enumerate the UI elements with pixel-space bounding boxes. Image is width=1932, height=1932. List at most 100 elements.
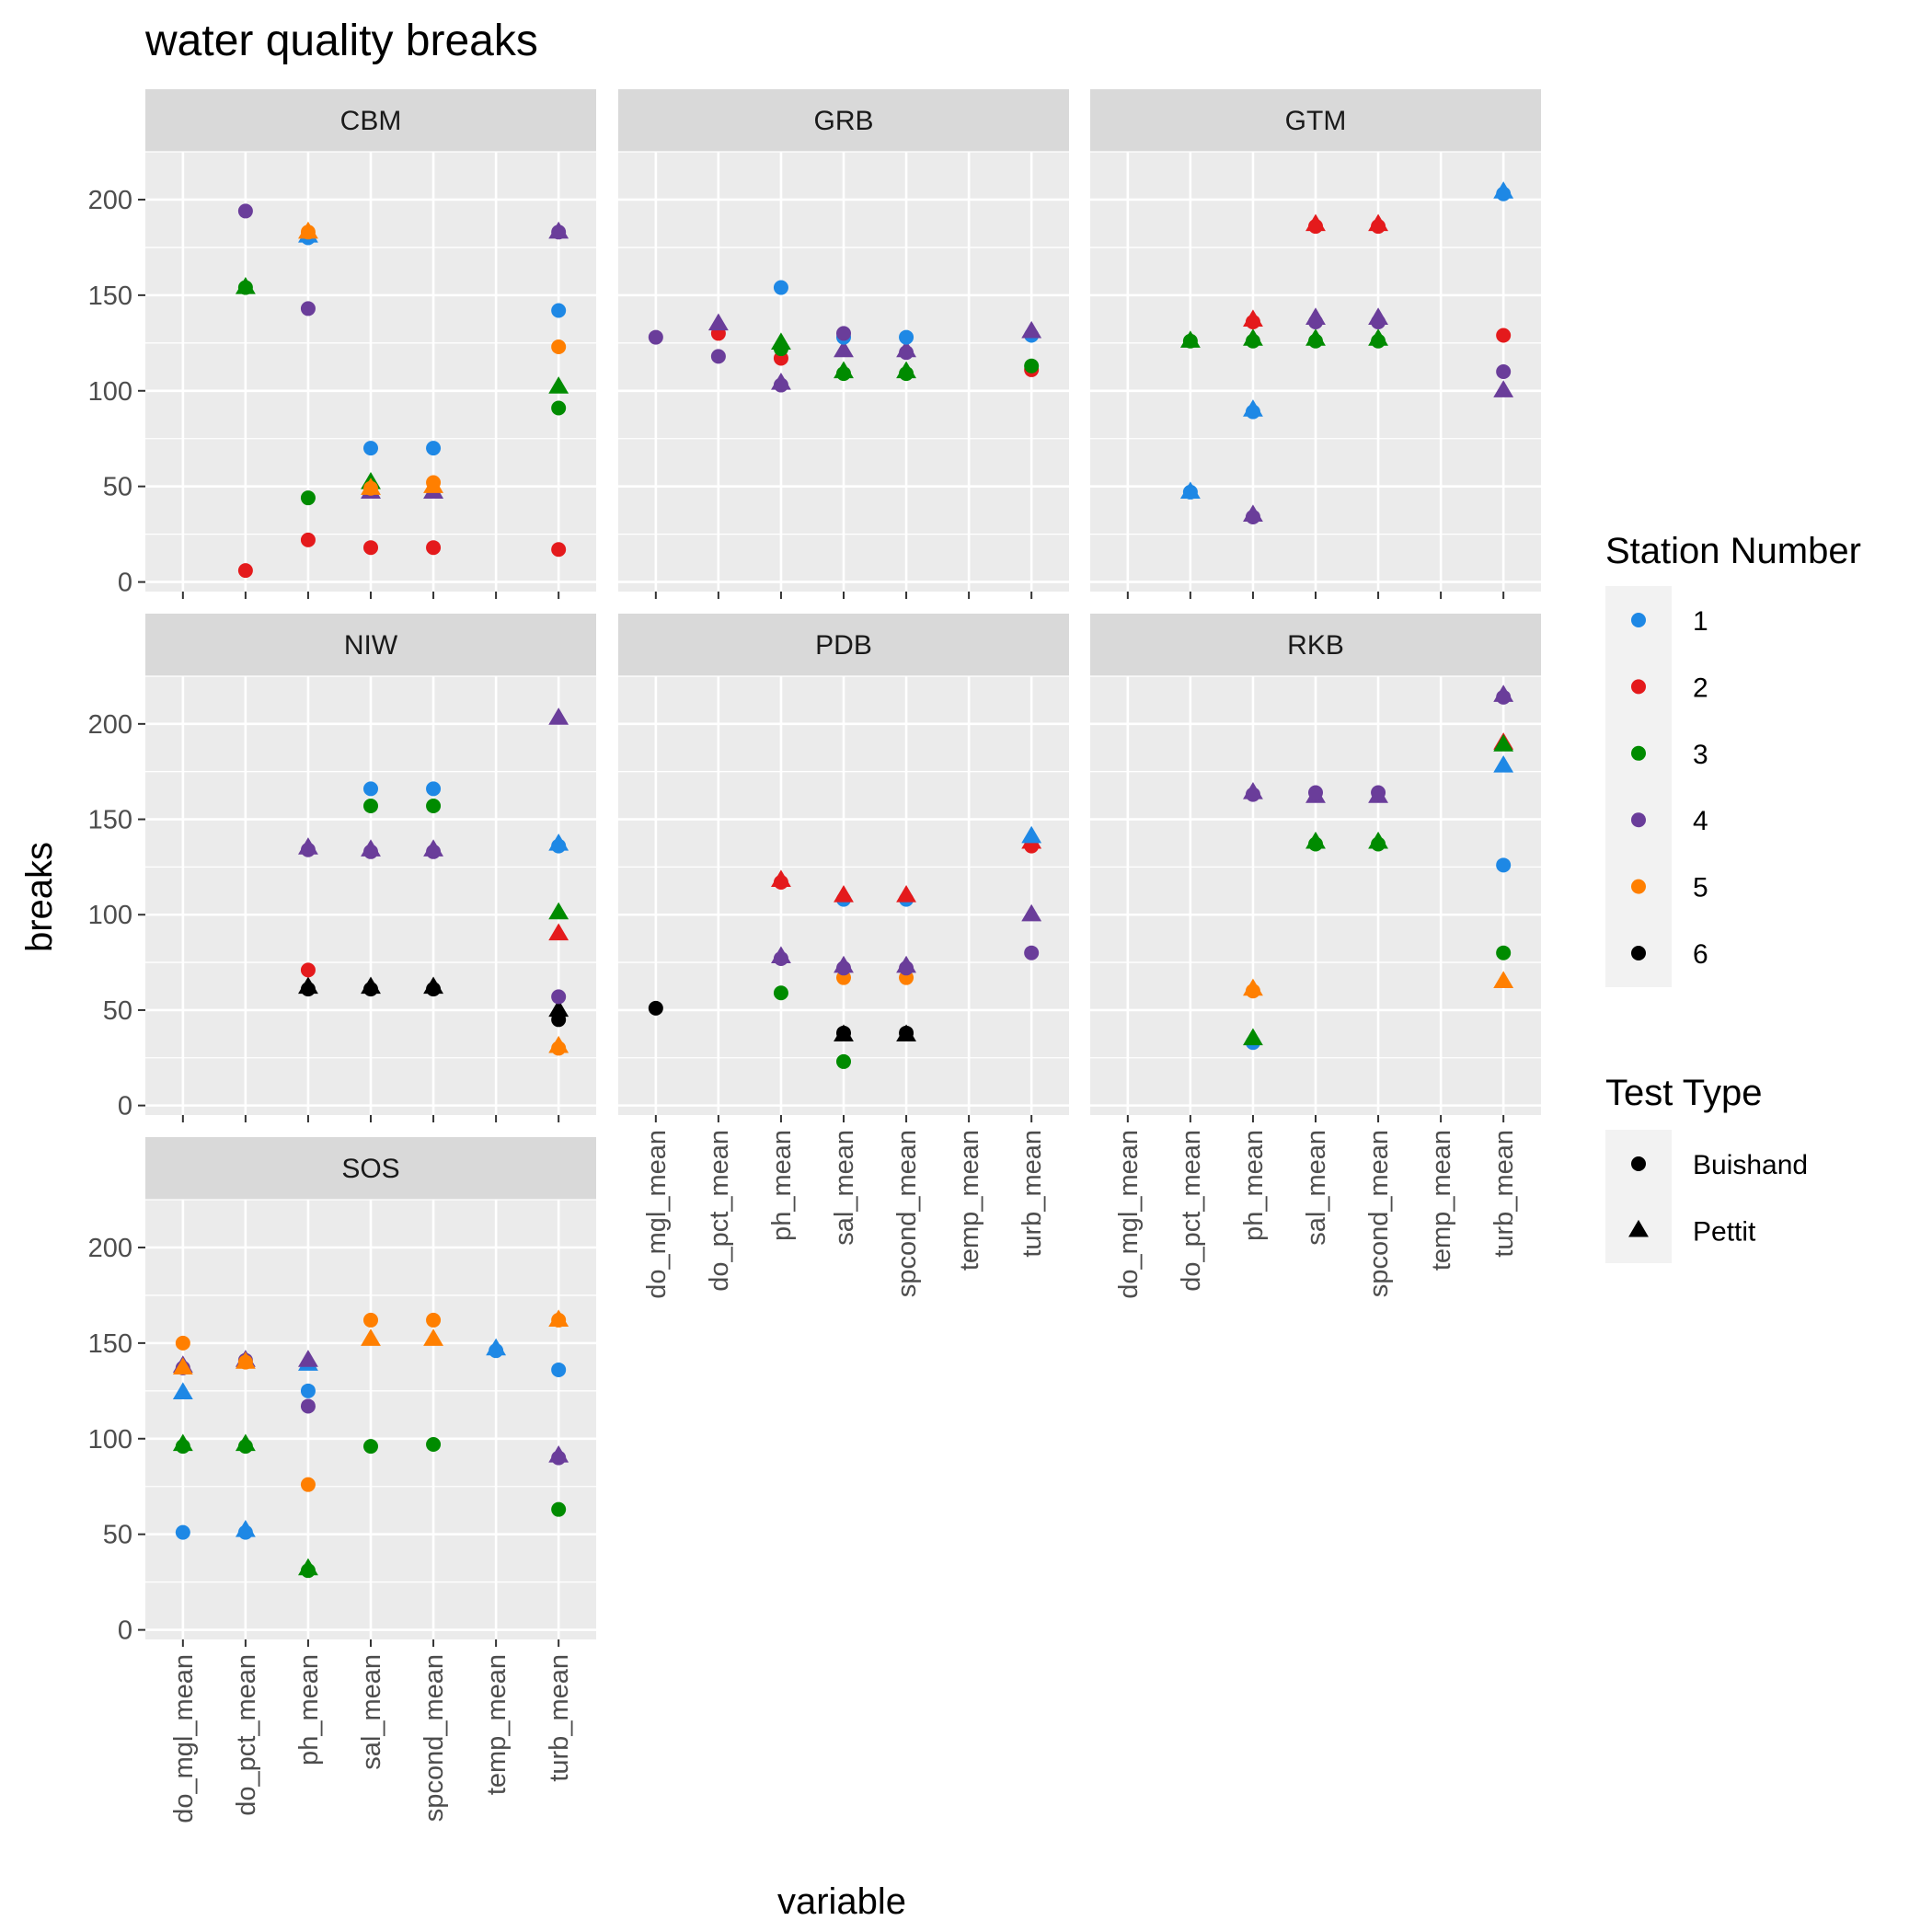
point-circle (1496, 328, 1512, 343)
y-tick-label: 150 (88, 1329, 132, 1359)
test-legend-title: Test Type (1605, 1073, 1762, 1113)
point-circle (551, 303, 567, 318)
legend-key-circle (1631, 1156, 1646, 1171)
facet-strip (145, 614, 596, 676)
y-tick-label: 150 (88, 282, 132, 311)
point-circle (363, 799, 378, 814)
point-circle (1182, 333, 1198, 349)
point-triangle (1368, 213, 1388, 232)
point-circle (1024, 945, 1040, 960)
point-triangle (1021, 825, 1042, 844)
x-tick-label: do_mgl_mean (169, 1654, 199, 1823)
point-circle (426, 1312, 442, 1328)
point-triangle (771, 372, 791, 390)
facet-strip-label: CBM (340, 106, 402, 136)
point-circle (551, 989, 567, 1005)
points (298, 707, 569, 1056)
point-circle (426, 799, 442, 814)
panel-rkb: RKB do_mgl_mean do_pct_mean ph_mean sal_mean… (1090, 614, 1541, 1299)
x-tick-label: do_mgl_mean (642, 1130, 672, 1299)
point-triangle (548, 923, 569, 941)
legend-key-station (1631, 745, 1646, 761)
point-circle (363, 441, 378, 456)
point-triangle (1368, 328, 1388, 346)
facet-strip-label: NIW (344, 630, 398, 661)
x-tick-label: turb_mean (1489, 1130, 1519, 1258)
station-legend-title: Station Number (1605, 531, 1861, 571)
panel-cbm: CBM 0 50 100 150 200 (88, 89, 596, 599)
y-tick-label: 200 (88, 710, 132, 740)
legend-key-station (1631, 812, 1646, 828)
x-tick-label: temp_mean (955, 1130, 984, 1271)
legend-key-triangle (1628, 1219, 1649, 1237)
facet-strip-label: SOS (341, 1154, 399, 1184)
y-tick-label: 200 (88, 1234, 132, 1263)
point-triangle (771, 869, 791, 888)
point-circle (175, 1524, 190, 1540)
point-triangle (1021, 903, 1042, 922)
point-triangle (1243, 399, 1263, 417)
point-triangle (298, 1558, 318, 1576)
y-tick-label: 0 (118, 569, 132, 598)
x-tick-label: sal_mean (830, 1130, 859, 1246)
point-circle (1496, 364, 1512, 379)
point-circle (1308, 785, 1323, 800)
legend-label-station: 4 (1693, 806, 1708, 836)
point-triangle (1493, 380, 1514, 397)
point-triangle (896, 339, 916, 358)
legend-label-station: 2 (1693, 673, 1708, 703)
x-tick-label: spcond_mean (420, 1654, 449, 1822)
legend-key-station (1631, 679, 1646, 695)
x-tick-label: turb_mean (545, 1654, 574, 1782)
point-triangle (1305, 328, 1326, 346)
legend-key-background (1605, 586, 1672, 987)
point-triangle (361, 976, 381, 995)
legend-key-station (1631, 946, 1646, 960)
point-triangle (834, 339, 854, 358)
point-triangle (1368, 307, 1388, 325)
facet-strip (145, 1137, 596, 1200)
y-tick-label: 150 (88, 806, 132, 835)
point-triangle (771, 332, 791, 350)
x-tick-label: do_mgl_mean (1114, 1130, 1144, 1299)
point-triangle (548, 707, 569, 725)
point-circle (300, 490, 316, 506)
point-circle (426, 1437, 442, 1453)
point-circle (300, 1477, 316, 1492)
x-tick-label: spcond_mean (892, 1130, 922, 1297)
panel-grb: GRB (618, 89, 1069, 599)
point-triangle (1243, 504, 1263, 522)
point-triangle (298, 1350, 318, 1367)
point-circle (300, 532, 316, 547)
points (648, 825, 1042, 1069)
point-triangle (707, 313, 729, 331)
point-triangle (1243, 978, 1263, 996)
y-tick-label: 50 (103, 1521, 132, 1550)
point-triangle (423, 476, 443, 493)
point-circle (899, 1025, 914, 1041)
x-tick-label: sal_mean (357, 1654, 386, 1770)
point-triangle (896, 885, 916, 903)
facet-strip (1090, 614, 1541, 676)
point-circle (551, 1501, 567, 1517)
panel-niw: NIW 0 50 100 150 200 (88, 614, 596, 1122)
point-triangle (771, 946, 791, 963)
x-tick-label: temp_mean (482, 1654, 512, 1795)
facet-strip (618, 89, 1069, 152)
point-circle (300, 301, 316, 316)
point-triangle (1493, 684, 1514, 702)
x-tick-label: ph_mean (294, 1654, 324, 1765)
legend-key-station (1631, 879, 1646, 894)
legend-label-test: Buishand (1693, 1150, 1808, 1180)
point-triangle (1021, 320, 1042, 339)
point-triangle (1493, 734, 1514, 752)
point-triangle (834, 885, 854, 903)
point-circle (773, 985, 788, 1001)
point-triangle (834, 361, 854, 379)
point-circle (300, 1383, 316, 1398)
legend-label-station: 6 (1693, 939, 1708, 970)
y-tick-label: 50 (103, 473, 132, 502)
point-circle (648, 329, 663, 345)
legend-label-test: Pettit (1693, 1216, 1756, 1247)
